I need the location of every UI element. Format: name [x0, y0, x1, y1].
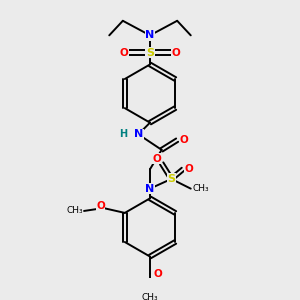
Text: N: N — [134, 129, 143, 139]
Text: CH₃: CH₃ — [142, 293, 158, 300]
Text: O: O — [180, 135, 188, 145]
Text: O: O — [152, 154, 161, 164]
Text: CH₃: CH₃ — [66, 206, 83, 215]
Text: N: N — [146, 30, 154, 40]
Text: H: H — [119, 129, 127, 139]
Text: N: N — [146, 184, 154, 194]
Text: O: O — [119, 48, 128, 58]
Text: O: O — [184, 164, 193, 174]
Text: O: O — [172, 48, 181, 58]
Text: O: O — [153, 269, 162, 279]
Text: S: S — [146, 48, 154, 58]
Text: S: S — [167, 174, 175, 184]
Text: O: O — [96, 201, 105, 211]
Text: CH₃: CH₃ — [192, 184, 209, 193]
